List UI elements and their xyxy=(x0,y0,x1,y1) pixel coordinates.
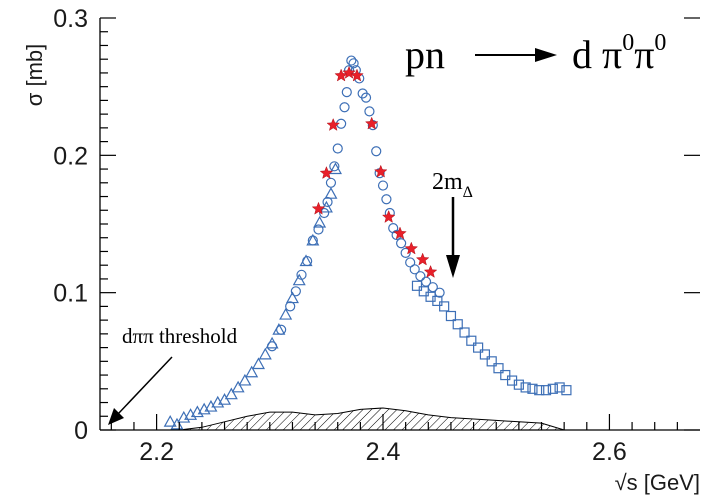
data-point-square xyxy=(474,343,483,352)
data-point-square xyxy=(494,364,503,373)
two-m-delta-annotation: 2mΔ xyxy=(432,169,473,278)
reaction-arrow-head xyxy=(535,48,557,62)
data-point-circle xyxy=(340,103,349,112)
reaction-initial: pn xyxy=(405,32,445,77)
data-point-square xyxy=(487,357,496,366)
y-tick-label: 0.1 xyxy=(53,280,88,308)
data-point-star xyxy=(424,266,436,278)
data-point-star xyxy=(405,242,417,254)
data-point-triangle xyxy=(260,349,271,359)
threshold-annotation: dππ threshold xyxy=(108,324,238,425)
y-tick-label: 0 xyxy=(74,417,88,445)
data-point-circle xyxy=(291,287,300,296)
data-point-square xyxy=(562,386,571,395)
data-point-triangle xyxy=(253,359,264,369)
data-point-circle xyxy=(365,107,374,116)
background-hatched-area xyxy=(179,408,564,430)
threshold-arrow-line xyxy=(118,357,172,414)
x-tick-label: 2.6 xyxy=(592,438,627,466)
data-point-square xyxy=(419,287,428,296)
data-point-circle xyxy=(372,147,381,156)
two-m-delta-arrow-head xyxy=(446,255,460,278)
data-point-star xyxy=(375,165,387,177)
x-tick-label: 2.2 xyxy=(139,438,174,466)
data-point-square xyxy=(501,371,510,380)
y-tick-label: 0.2 xyxy=(53,142,88,170)
data-point-square xyxy=(480,350,489,359)
reaction-sup2: 0 xyxy=(654,30,666,56)
reaction-sup1: 0 xyxy=(622,30,634,56)
data-point-star xyxy=(383,211,395,223)
data-point-circle xyxy=(416,272,425,281)
data-point-triangle xyxy=(325,188,336,198)
data-point-square xyxy=(440,302,449,311)
x-tick-label: 2.4 xyxy=(366,438,401,466)
data-point-circle xyxy=(347,56,356,65)
x-axis-title: √s [GeV] xyxy=(615,470,700,495)
reaction-pi2: π xyxy=(634,32,654,77)
data-point-circle xyxy=(382,195,391,204)
data-point-triangle xyxy=(233,382,244,392)
reaction-label: pn d π0π0 xyxy=(405,30,666,77)
data-point-triangle xyxy=(294,275,305,285)
data-point-star xyxy=(366,117,378,129)
data-point-star xyxy=(416,253,428,265)
y-axis-title: σ [mb] xyxy=(22,44,47,106)
data-point-circle xyxy=(379,181,388,190)
data-point-circle xyxy=(268,342,277,351)
two-m-delta-label: 2mΔ xyxy=(432,169,473,201)
data-point-circle xyxy=(277,325,286,334)
threshold-label: dππ threshold xyxy=(122,324,238,348)
data-point-circle xyxy=(397,239,406,248)
plot-area xyxy=(165,56,571,430)
data-point-square xyxy=(412,281,421,290)
data-point-circle xyxy=(314,225,323,234)
two-m-delta-sub: Δ xyxy=(463,184,473,201)
data-point-circle xyxy=(333,144,342,153)
y-tick-label: 0.3 xyxy=(53,5,88,33)
reaction-final: d π0π0 xyxy=(572,30,666,77)
data-point-circle xyxy=(286,302,295,311)
data-point-circle xyxy=(342,88,351,97)
data-point-triangle xyxy=(226,389,237,399)
data-point-circle xyxy=(326,178,335,187)
